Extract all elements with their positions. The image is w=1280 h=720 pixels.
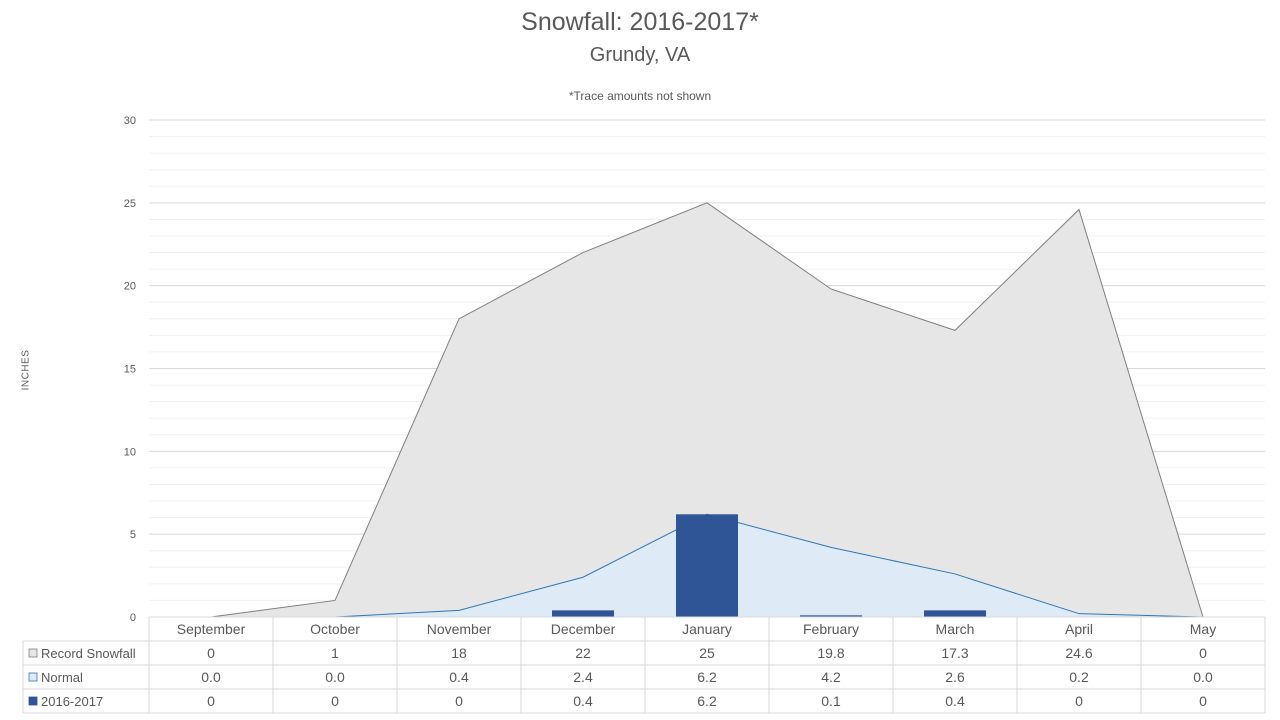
chart-subtitle: Grundy, VA — [589, 44, 691, 66]
data-label: 25 — [699, 645, 715, 661]
y-tick-label: 10 — [124, 446, 136, 458]
data-label: 0.0 — [1193, 669, 1213, 685]
legend-entry: Record Snowfall — [41, 646, 136, 661]
data-label: 0.1 — [821, 693, 841, 709]
chart-title: Snowfall: 2016-2017* — [521, 8, 759, 36]
line-record-snowfall — [210, 202, 1204, 618]
data-label: 0 — [207, 645, 215, 661]
legend-entry: Normal — [41, 670, 83, 685]
category-label: February — [803, 621, 859, 637]
data-label: 2.6 — [945, 669, 965, 685]
data-table: September October November December January F… — [22, 616, 1266, 714]
category-label: December — [551, 621, 616, 637]
data-label: 0.4 — [449, 669, 469, 685]
data-label: 0 — [331, 693, 339, 709]
bar-february — [800, 615, 862, 617]
data-label: 0 — [1199, 693, 1207, 709]
data-label: 0 — [207, 693, 215, 709]
legend-entry: 2016-2017 — [41, 694, 103, 709]
data-label: 0 — [1199, 645, 1207, 661]
data-label: 19.8 — [817, 645, 844, 661]
data-label: 22 — [575, 645, 591, 661]
chart-note: *Trace amounts not shown — [568, 89, 712, 103]
data-label: 0.4 — [945, 693, 965, 709]
y-tick-label: 20 — [124, 281, 136, 293]
category-label: January — [682, 621, 732, 637]
data-label: 18 — [451, 645, 467, 661]
data-label: 2.4 — [573, 669, 593, 685]
y-tick-label: 15 — [124, 364, 136, 376]
data-label: 24.6 — [1065, 645, 1092, 661]
category-label: September — [177, 621, 246, 637]
legend-key — [28, 696, 38, 706]
data-label: 1 — [331, 645, 339, 661]
category-label: May — [1190, 621, 1216, 637]
data-label: 6.2 — [697, 669, 717, 685]
data-label: 0.2 — [1069, 669, 1089, 685]
bar-march — [924, 610, 986, 617]
area-record-snowfall — [211, 202, 1203, 618]
legend-key — [28, 672, 38, 682]
data-label: 0 — [1075, 693, 1083, 709]
category-label: October — [310, 621, 360, 637]
category-label: November — [427, 621, 492, 637]
data-label: 0 — [455, 693, 463, 709]
legend-key — [28, 648, 38, 658]
y-tick-label: 0 — [130, 612, 136, 624]
data-label: 0.0 — [325, 669, 345, 685]
data-label: 0.4 — [573, 693, 593, 709]
y-tick-label: 5 — [130, 529, 136, 541]
category-label: March — [936, 621, 975, 637]
data-label: 17.3 — [941, 645, 968, 661]
data-label: 6.2 — [697, 693, 717, 709]
y-tick-label: 30 — [124, 115, 136, 127]
data-label: 4.2 — [821, 669, 841, 685]
y-tick-label: 25 — [124, 198, 136, 210]
bar-december — [552, 610, 614, 617]
data-label: 0.0 — [201, 669, 221, 685]
bar-january — [676, 514, 738, 617]
category-label: April — [1065, 621, 1093, 637]
